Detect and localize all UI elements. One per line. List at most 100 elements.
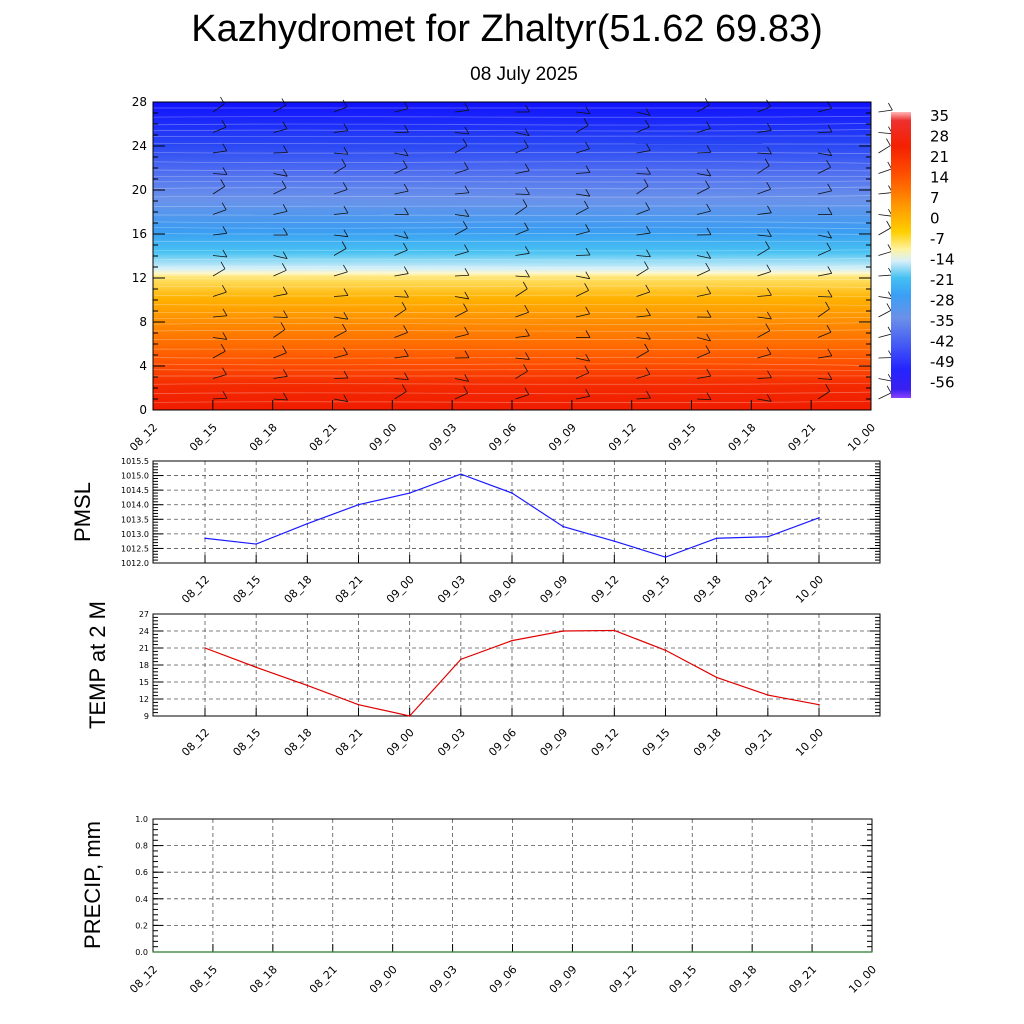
wind-barb [281, 263, 287, 271]
wind-barb [757, 129, 772, 133]
y-tick-label: 1014.5 [121, 486, 149, 495]
wind-barb [817, 167, 831, 174]
x-tick-label: 08_12 [179, 726, 212, 759]
data-point [212, 951, 214, 953]
x-tick-label: 10_00 [793, 573, 826, 606]
wind-barb [333, 165, 347, 174]
wind-barb [282, 204, 288, 212]
x-tick-label: 08_12 [179, 573, 212, 606]
wind-barb [817, 107, 832, 113]
wind-barb [394, 108, 409, 113]
wind-barb [212, 150, 227, 154]
wind-barb [524, 305, 530, 313]
wind-barb [886, 303, 892, 311]
wind-barb [575, 111, 590, 115]
data-point [811, 951, 813, 953]
colorbar-label: -21 [930, 271, 955, 289]
data-point [152, 951, 154, 953]
x-tick-label: 09_12 [589, 573, 622, 606]
wind-barb [585, 141, 590, 150]
x-tick-label: 09_03 [426, 421, 459, 454]
wind-barb [706, 121, 711, 129]
wind-barb [394, 190, 409, 195]
wind-barb [273, 173, 288, 177]
wind-barb [464, 268, 470, 276]
wind-barb [585, 165, 591, 173]
y-tick-label: 24 [139, 627, 149, 636]
colorbar-label: -42 [930, 333, 955, 351]
x-tick-label: 08_18 [247, 421, 280, 454]
wind-barb [222, 226, 228, 234]
wind-barb [343, 123, 349, 131]
x-tick-label: 09_18 [726, 421, 759, 454]
x-tick-label: 09_03 [435, 726, 468, 759]
wind-barb [282, 121, 288, 130]
wind-barb [454, 109, 469, 113]
x-tick-label: 09_18 [691, 726, 724, 759]
wind-barb [826, 160, 831, 168]
colorbar-label: 28 [930, 128, 949, 146]
wind-barb [212, 350, 226, 359]
wind-barb [757, 234, 772, 237]
y-axis-label: PRECIP, mm [80, 821, 105, 949]
isotherm-line [152, 304, 872, 306]
colorbar-label: 0 [930, 210, 940, 228]
data-point [306, 522, 309, 525]
wind-barb [394, 296, 409, 298]
colorbar-label: -35 [930, 312, 955, 330]
wind-barb [696, 337, 711, 342]
wind-barb [464, 103, 470, 111]
y-axis-label: TEMP at 2 M [85, 601, 110, 729]
x-tick-label: 08_15 [187, 963, 220, 996]
wind-barb [585, 389, 591, 397]
wind-barb [515, 146, 529, 154]
x-tick-label: 08_18 [247, 963, 280, 996]
wind-barb [585, 271, 591, 279]
wind-barb [766, 346, 772, 355]
wind-barb [522, 199, 528, 207]
wind-barb [827, 148, 833, 156]
wind-barb [878, 109, 893, 113]
wind-barb [464, 350, 470, 358]
wind-barb [646, 167, 651, 175]
x-tick-label: 09_15 [640, 726, 673, 759]
y-tick-label: 21 [139, 644, 149, 653]
wind-barb [212, 337, 227, 340]
isotherm-line [152, 122, 872, 126]
wind-barb [403, 148, 409, 157]
x-tick-label: 08_21 [307, 963, 340, 996]
wind-barb [584, 365, 590, 374]
wind-barb [333, 398, 348, 403]
wind-barb [706, 368, 712, 377]
wind-barb [212, 255, 227, 258]
x-tick-label: 08_15 [230, 573, 263, 606]
wind-barb [454, 310, 468, 318]
data-point [511, 492, 513, 494]
wind-barb [403, 183, 409, 192]
wind-barb [766, 182, 772, 190]
pmsl-panel: 1012.0 1012.5 1013.0 1013.5 1014.0 1014.5 1015… [70, 457, 881, 606]
wind-barb [463, 161, 469, 170]
wind-barb [636, 350, 649, 359]
wind-barb [221, 284, 227, 293]
y-tick-label: 27 [139, 610, 149, 619]
isotherm-line [152, 265, 872, 268]
wind-barb [817, 331, 832, 338]
wind-barb [878, 333, 893, 338]
data-point [460, 658, 462, 661]
wind-barb [696, 128, 711, 133]
series-line [204, 473, 820, 558]
y-tick-label: 0.8 [135, 842, 148, 851]
data-point [664, 556, 667, 558]
y-tick-label: 4 [139, 359, 147, 373]
wind-barb [394, 152, 409, 157]
wind-barb [757, 212, 772, 215]
wind-barb [273, 352, 287, 359]
wind-barb [462, 138, 468, 146]
wind-barb [283, 392, 288, 401]
wind-barb [515, 357, 530, 360]
wind-barb [696, 255, 711, 259]
x-tick-label: 08_12 [127, 963, 160, 996]
wind-barb [222, 167, 228, 175]
wind-barb [706, 168, 712, 177]
